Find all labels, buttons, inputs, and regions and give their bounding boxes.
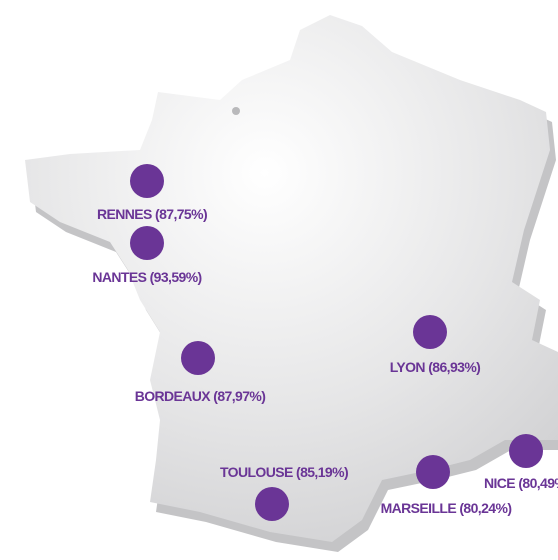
city-dot xyxy=(509,434,543,468)
city-dot xyxy=(416,455,450,489)
city-markers: RENNES (87,75%) NANTES (93,59%) BORDEAUX (… xyxy=(92,164,558,521)
paris-dot xyxy=(232,107,240,115)
city-label: NANTES (93,59%) xyxy=(92,269,201,285)
city-label: TOULOUSE (85,19%) xyxy=(220,464,348,480)
city-label: NICE (80,49%) xyxy=(484,475,558,491)
city-dot xyxy=(255,487,289,521)
city-label: RENNES (87,75%) xyxy=(97,206,207,222)
city-dot xyxy=(130,164,164,198)
city-dot xyxy=(181,341,215,375)
city-label: BORDEAUX (87,97%) xyxy=(135,388,266,404)
city-label: MARSEILLE (80,24%) xyxy=(381,500,512,516)
france-shape xyxy=(25,15,558,542)
city-label: LYON (86,93%) xyxy=(390,359,481,375)
city-dot xyxy=(130,226,164,260)
city-dot xyxy=(413,315,447,349)
